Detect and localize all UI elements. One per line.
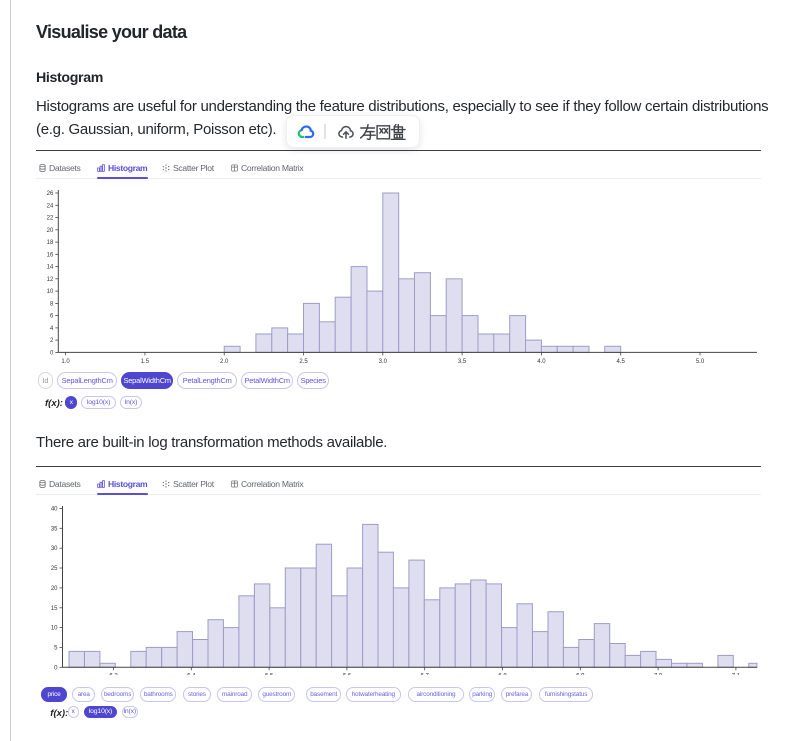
svg-text:25: 25 [51, 566, 58, 572]
svg-text:5.0: 5.0 [696, 359, 705, 365]
svg-text:20: 20 [47, 228, 54, 234]
svg-text:6.8: 6.8 [498, 673, 507, 675]
svg-text:6: 6 [50, 314, 54, 320]
svg-text:0: 0 [54, 665, 58, 671]
svg-text:12: 12 [47, 277, 54, 283]
svg-text:2: 2 [50, 338, 54, 344]
svg-text:16: 16 [47, 252, 54, 258]
svg-text:6.9: 6.9 [576, 673, 585, 675]
svg-text:6.3: 6.3 [109, 673, 118, 675]
svg-text:10: 10 [51, 626, 58, 632]
svg-text:18: 18 [47, 240, 54, 246]
svg-text:7.0: 7.0 [654, 673, 663, 675]
svg-text:15: 15 [51, 606, 58, 612]
svg-text:2.5: 2.5 [299, 359, 308, 365]
svg-text:40: 40 [51, 507, 58, 513]
svg-text:4.5: 4.5 [617, 359, 626, 365]
svg-text:2.0: 2.0 [220, 359, 229, 365]
svg-text:22: 22 [47, 216, 54, 222]
svg-text:35: 35 [51, 526, 58, 532]
svg-text:4.0: 4.0 [537, 359, 546, 365]
svg-text:8: 8 [50, 301, 54, 307]
svg-text:6.6: 6.6 [343, 673, 352, 675]
svg-text:24: 24 [47, 203, 54, 209]
svg-text:26: 26 [47, 191, 54, 197]
svg-text:0: 0 [50, 350, 54, 356]
svg-text:3.5: 3.5 [458, 359, 467, 365]
svg-text:5: 5 [54, 645, 58, 651]
svg-text:20: 20 [51, 586, 58, 592]
svg-text:4: 4 [50, 326, 54, 332]
svg-text:1.0: 1.0 [61, 359, 70, 365]
svg-text:6.5: 6.5 [265, 673, 274, 675]
svg-text:3.0: 3.0 [379, 359, 388, 365]
svg-text:10: 10 [47, 289, 54, 295]
svg-text:1.5: 1.5 [141, 359, 150, 365]
svg-text:30: 30 [51, 546, 58, 552]
svg-text:7.1: 7.1 [732, 673, 741, 675]
svg-text:6.7: 6.7 [421, 673, 430, 675]
svg-text:14: 14 [47, 265, 54, 271]
svg-text:6.4: 6.4 [187, 673, 196, 675]
